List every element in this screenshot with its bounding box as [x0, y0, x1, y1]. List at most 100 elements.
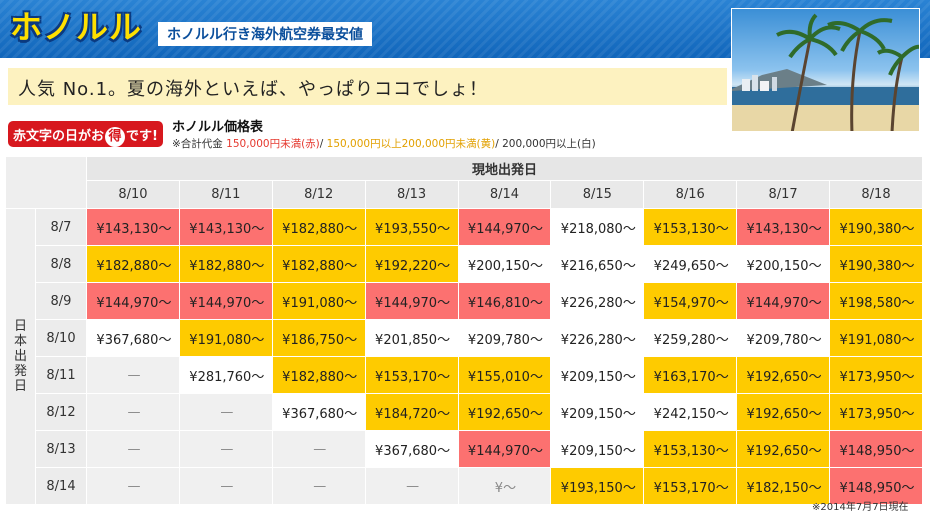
price-cell: ¥153,130〜 — [643, 208, 738, 246]
legend-yellow: 150,000円以上200,000円未満(黄) — [326, 138, 496, 150]
price-cell: ¥144,970〜 — [178, 282, 273, 320]
price-cell: ¥173,950〜 — [829, 393, 923, 431]
price-cell: — — [86, 393, 180, 431]
price-table: 現地出発日 8/10 8/11 8/12 8/13 8/14 8/15 8/16 8/17 8/… — [5, 156, 923, 505]
return-date-cell: 8/14 — [457, 180, 552, 209]
price-cell: — — [86, 467, 180, 505]
price-cell: ¥182,880〜 — [86, 245, 180, 283]
price-cell: ¥191,080〜 — [178, 319, 273, 357]
price-cell: ¥209,150〜 — [550, 393, 645, 431]
price-table-title: ホノルル価格表 — [172, 120, 264, 135]
price-cell: ¥259,280〜 — [643, 319, 738, 357]
departure-date-cell: 8/10 — [35, 319, 87, 357]
price-cell: ¥182,880〜 — [178, 245, 273, 283]
price-cell: ¥〜 — [457, 467, 552, 505]
price-cell: ¥242,150〜 — [643, 393, 738, 431]
table-row: 日本出発日 8/7 ¥143,130〜 ¥143,130〜 ¥182,880〜 ¥193,… — [5, 208, 923, 505]
price-cell: ¥192,650〜 — [457, 393, 552, 431]
promo-banner: 人気 No.1。夏の海外といえば、やっぱりココでしょ！ — [8, 68, 727, 105]
price-cell: ¥153,170〜 — [364, 356, 459, 394]
table-corner — [5, 156, 87, 209]
price-cell: ¥249,650〜 — [643, 245, 738, 283]
price-cell: ¥201,850〜 — [364, 319, 459, 357]
price-cell: — — [86, 430, 180, 468]
price-cell: ¥184,720〜 — [364, 393, 459, 431]
price-cell: ¥218,080〜 — [550, 208, 645, 246]
badge-circled-char: 得 — [105, 127, 126, 147]
price-cell: ¥191,080〜 — [829, 319, 923, 357]
return-date-cell: 8/16 — [643, 180, 738, 209]
price-cell: ¥193,550〜 — [364, 208, 459, 246]
price-grid: 現地出発日 8/10 8/11 8/12 8/13 8/14 8/15 8/16 8/17 8/… — [5, 156, 923, 505]
return-date-cell: 8/11 — [178, 180, 273, 209]
badge-text-after: です! — [126, 129, 158, 144]
price-rows: 日本出発日 8/7 ¥143,130〜 ¥143,130〜 ¥182,880〜 ¥193,… — [5, 208, 923, 505]
table-row: 8/10 ¥367,680〜 ¥191,080〜 ¥186,750〜 ¥201,850〜… — [6, 319, 923, 357]
price-cell: ¥144,970〜 — [457, 430, 552, 468]
price-cell: ¥192,650〜 — [736, 430, 830, 468]
price-cell: ¥155,010〜 — [457, 356, 552, 394]
table-row: 8/11— ¥281,760〜 ¥182,880〜 ¥153,170〜 ¥155,010… — [6, 356, 923, 394]
price-cell: ¥163,170〜 — [643, 356, 738, 394]
legend-sep-1: / — [319, 138, 324, 150]
price-legend: ※合計代金 150,000円未満(赤)/ 150,000円以上200,000円未… — [172, 136, 596, 151]
price-cell: ¥148,950〜 — [829, 467, 923, 505]
return-date-cell: 8/10 — [86, 180, 180, 209]
price-cell: ¥182,880〜 — [271, 356, 366, 394]
price-cell: ¥193,150〜 — [550, 467, 645, 505]
price-cell: ¥209,780〜 — [736, 319, 830, 357]
price-cell: ¥281,760〜 — [178, 356, 273, 394]
price-cell: ¥226,280〜 — [550, 282, 645, 320]
return-date-cell: 8/17 — [736, 180, 830, 209]
price-cell: ¥200,150〜 — [457, 245, 552, 283]
price-cell: ¥144,970〜 — [86, 282, 180, 320]
departure-date-cell: 8/13 — [35, 430, 87, 468]
legend-white: 200,000円以上(白) — [502, 138, 596, 150]
price-cell: ¥153,170〜 — [643, 467, 738, 505]
price-cell: ¥367,680〜 — [271, 393, 366, 431]
price-cell: ¥367,680〜 — [364, 430, 459, 468]
price-cell: — — [86, 356, 180, 394]
price-cell: ¥190,380〜 — [829, 245, 923, 283]
departure-date-cell: 8/11 — [35, 356, 87, 394]
banner-text: 人気 No.1。夏の海外といえば、やっぱりココでしょ！ — [18, 79, 489, 100]
price-cell: ¥144,970〜 — [364, 282, 459, 320]
price-cell: ¥143,130〜 — [86, 208, 180, 246]
price-cell: ¥144,970〜 — [736, 282, 830, 320]
departure-date-cell: 8/8 — [35, 245, 87, 283]
price-cell: ¥192,220〜 — [364, 245, 459, 283]
price-cell: — — [178, 430, 273, 468]
red-days-badge: 赤文字の日がお得です! — [8, 121, 163, 147]
price-cell: ¥143,130〜 — [178, 208, 273, 246]
header-subtitle: ホノルル行き海外航空券最安値 — [158, 22, 372, 46]
price-cell: ¥200,150〜 — [736, 245, 830, 283]
table-row: 8/9 ¥144,970〜 ¥144,970〜 ¥191,080〜 ¥144,970〜 ¥… — [6, 282, 923, 320]
price-cell: — — [271, 467, 366, 505]
price-cell: ¥192,650〜 — [736, 356, 830, 394]
price-cell: ¥173,950〜 — [829, 356, 923, 394]
price-cell: ¥144,970〜 — [457, 208, 552, 246]
price-cell: — — [364, 467, 459, 505]
price-cell: — — [178, 393, 273, 431]
price-cell: ¥153,130〜 — [643, 430, 738, 468]
palm-beach-image — [732, 13, 919, 131]
price-cell: ¥190,380〜 — [829, 208, 923, 246]
price-cell: — — [178, 467, 273, 505]
departure-date-cell: 8/14 — [35, 467, 87, 505]
table-row: 8/12— — ¥367,680〜 ¥184,720〜 ¥192,650〜 ¥209,15… — [6, 393, 923, 431]
brand-title: ホノルル — [10, 8, 143, 46]
legend-sep-2: / — [495, 138, 499, 150]
price-cell: ¥209,150〜 — [550, 356, 645, 394]
price-cell: ¥209,780〜 — [457, 319, 552, 357]
return-date-cell: 8/18 — [829, 180, 923, 209]
price-cell: ¥192,650〜 — [736, 393, 830, 431]
table-row: 8/14— — — — ¥〜 ¥193,150〜 ¥153,170〜 ¥182,150〜 ¥14… — [6, 467, 923, 505]
departure-date-cell: 8/12 — [35, 393, 87, 431]
price-cell: ¥182,880〜 — [271, 245, 366, 283]
price-cell: ¥182,150〜 — [736, 467, 830, 505]
price-cell: ¥198,580〜 — [829, 282, 923, 320]
table-row: 8/13— — — ¥367,680〜 ¥144,970〜 ¥209,150〜 ¥153,1… — [6, 430, 923, 468]
price-cell: ¥182,880〜 — [271, 208, 366, 246]
departure-date-cell: 8/7 — [35, 208, 87, 246]
departure-date-cell: 8/9 — [35, 282, 87, 320]
